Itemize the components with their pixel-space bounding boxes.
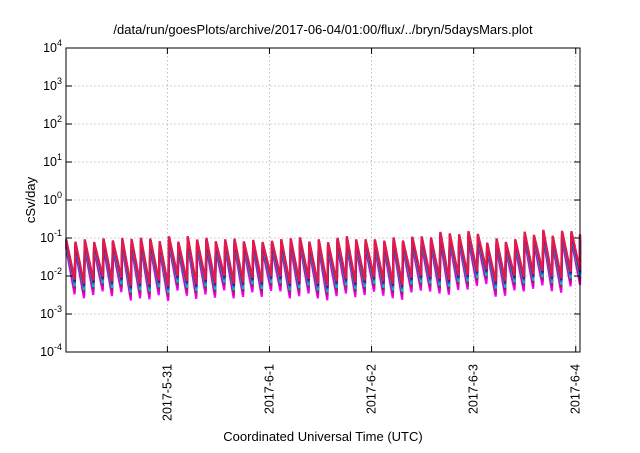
grid: [66, 48, 580, 352]
y-tick-label: 100: [43, 190, 62, 207]
x-tick-label: 2017-6-4: [569, 364, 583, 414]
y-tick-label: 103: [43, 76, 62, 93]
x-axis-label: Coordinated Universal Time (UTC): [223, 429, 422, 444]
y-tick-label: 10-1: [40, 228, 62, 245]
series-line: [64, 229, 582, 287]
x-tick-label: 2017-6-2: [365, 364, 379, 414]
y-tick-label: 101: [43, 152, 62, 169]
x-tick-label: 2017-5-31: [160, 364, 174, 421]
y-axis-label: cSv/day: [23, 176, 38, 223]
y-tick-label: 104: [43, 38, 62, 55]
chart-title: /data/run/goesPlots/archive/2017-06-04/0…: [113, 22, 533, 37]
y-tick-label: 10-4: [40, 342, 62, 359]
y-tick-label: 10-2: [40, 266, 62, 283]
ticks: 10-4 10-3 10-2 10-1 100 101 102 103 104 2017-5-31…: [40, 38, 583, 421]
y-tick-label: 102: [43, 114, 62, 131]
series-group: [64, 229, 582, 302]
x-tick-label: 2017-6-1: [262, 364, 276, 414]
y-tick-label: 10-3: [40, 304, 62, 321]
x-tick-label: 2017-6-3: [467, 364, 481, 414]
